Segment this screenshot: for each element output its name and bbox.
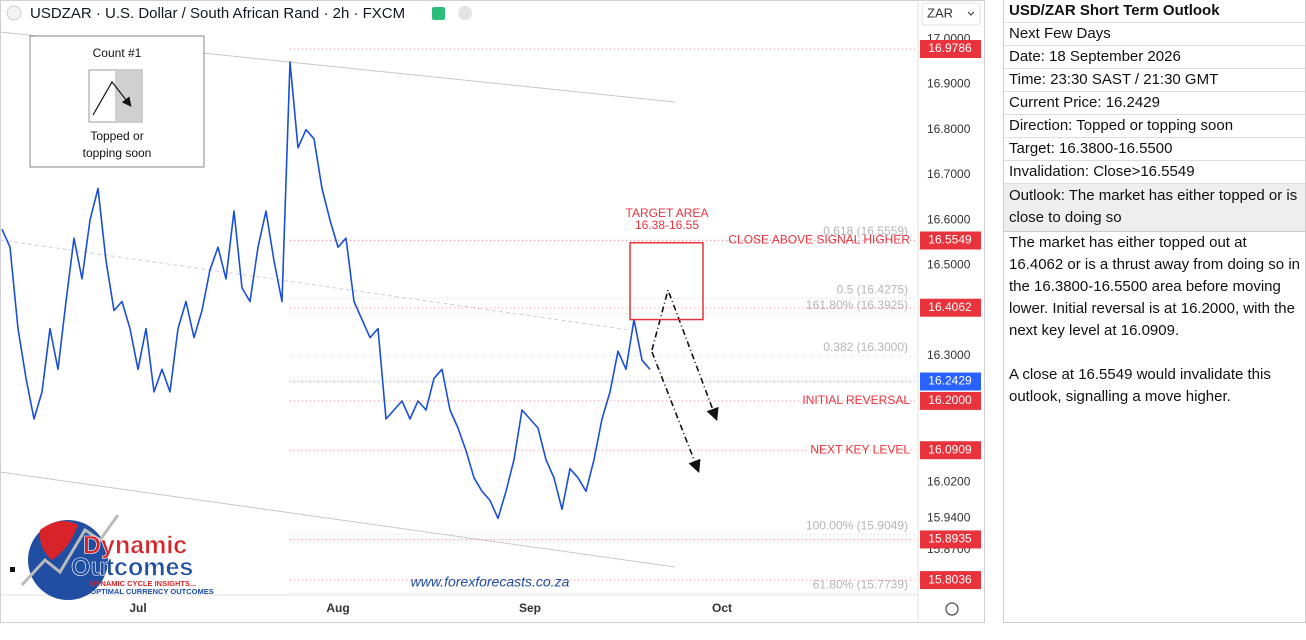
count-icon-arrow	[92, 80, 132, 116]
fib-label: 161.80% (16.3925)	[806, 298, 908, 312]
level-label: INITIAL REVERSAL	[802, 393, 910, 407]
target-area	[629, 241, 704, 321]
fib-label: 0.618 (16.5559)	[823, 224, 908, 238]
symbol-icon	[6, 5, 22, 21]
fib-label: 0.5 (16.4275)	[837, 282, 908, 296]
forecast-arrow	[651, 351, 701, 473]
logo-shape	[39, 521, 78, 560]
price-marker-label: 16.9786	[928, 41, 972, 55]
panel-paragraph: A close at 16.5549 would invalidate this…	[1009, 366, 1271, 405]
price-marker	[920, 231, 981, 250]
fib-label: 61.80% (15.7739)	[813, 578, 908, 592]
settings-icon[interactable]	[945, 602, 959, 616]
count-text: Topped or	[90, 129, 143, 143]
x-tick-label: Jul	[129, 601, 146, 615]
price-marker	[920, 372, 981, 391]
menu-icon[interactable]	[458, 6, 472, 20]
logo-top: Dynamic	[83, 532, 187, 560]
logo-bottom: Outcomes	[71, 554, 193, 582]
fib-label: 0.382 (16.3000)	[823, 340, 908, 354]
logo-tagline: DYNAMIC CYCLE INSIGHTS...	[90, 579, 196, 588]
panel-outlook: Outlook: The market has either topped or…	[1004, 184, 1305, 232]
price-marker-label: 16.4062	[928, 300, 972, 314]
dropdown-caret	[967, 11, 975, 16]
panel-row: Direction: Topped or topping soon	[1004, 115, 1305, 138]
channel-line	[0, 471, 676, 568]
panel-row: Date: 18 September 2026	[1004, 46, 1305, 69]
y-tick-label: 16.7000	[927, 167, 971, 181]
y-tick-label: 16.9000	[927, 77, 971, 91]
price-marker	[920, 441, 981, 460]
price-marker-label: 15.8935	[928, 532, 972, 546]
panel-row: Invalidation: Close>16.5549	[1004, 161, 1305, 184]
y-tick-label: 15.9400	[927, 511, 971, 525]
panel-title: USD/ZAR Short Term Outlook	[1004, 0, 1305, 23]
y-tick-label: 16.5000	[927, 257, 971, 271]
logo-tagline: ...OPTIMAL CURRENCY OUTCOMES	[84, 587, 214, 596]
price-marker-label: 16.5549	[928, 233, 972, 247]
panel-row: Next Few Days	[1004, 23, 1305, 46]
y-tick-label: 16.8000	[927, 122, 971, 136]
price-marker-label: 16.2000	[928, 393, 972, 407]
status-icon	[432, 7, 445, 20]
currency-dropdown[interactable]	[921, 2, 981, 26]
level-label: CLOSE ABOVE SIGNAL HIGHER	[728, 233, 910, 247]
panel-row: Current Price: 16.2429	[1004, 92, 1305, 115]
x-tick-label: Oct	[712, 601, 732, 615]
panel-row: Time: 23:30 SAST / 21:30 GMT	[1004, 69, 1305, 92]
watermark: www.forexforecasts.co.za	[411, 574, 570, 590]
panel-paragraph: The market has either topped out at 16.4…	[1009, 234, 1300, 339]
y-tick-label: 16.3000	[927, 348, 971, 362]
price-marker	[920, 571, 981, 590]
marker-dot	[10, 567, 15, 572]
y-tick-label: 16.6000	[927, 212, 971, 226]
price-marker-label: 16.2429	[928, 374, 972, 388]
price-marker	[920, 391, 981, 410]
x-tick-label: Sep	[519, 601, 541, 615]
price-marker-label: 15.8036	[928, 572, 972, 586]
level-label: NEXT KEY LEVEL	[810, 442, 910, 456]
price-marker-label: 16.0909	[928, 442, 972, 456]
logo-arrow	[20, 514, 120, 587]
count-title: Count #1	[93, 46, 142, 60]
count-text: topping soon	[83, 146, 152, 160]
price-marker	[920, 530, 981, 549]
currency-label: ZAR	[927, 5, 953, 20]
price-line	[1, 61, 651, 520]
outlook-panel: USD/ZAR Short Term Outlook Next Few Days…	[1003, 0, 1306, 623]
y-tick-label: 16.0200	[927, 474, 971, 488]
chart: USDZAR · U.S. Dollar / South African Ran…	[0, 0, 985, 623]
target-range: 16.38-16.55	[635, 218, 699, 232]
chart-title: USDZAR · U.S. Dollar / South African Ran…	[30, 5, 405, 22]
price-marker	[920, 39, 981, 58]
price-marker	[920, 298, 981, 317]
target-label: TARGET AREA	[626, 206, 709, 220]
fib-label: 100.00% (15.9049)	[806, 518, 908, 532]
logo: Dynamic Outcomes DYNAMIC CYCLE INSIGHTS.…	[20, 514, 214, 600]
x-tick-label: Aug	[326, 601, 349, 615]
count-icon-shade	[115, 71, 141, 121]
panel-row: Target: 16.3800-16.5500	[1004, 138, 1305, 161]
